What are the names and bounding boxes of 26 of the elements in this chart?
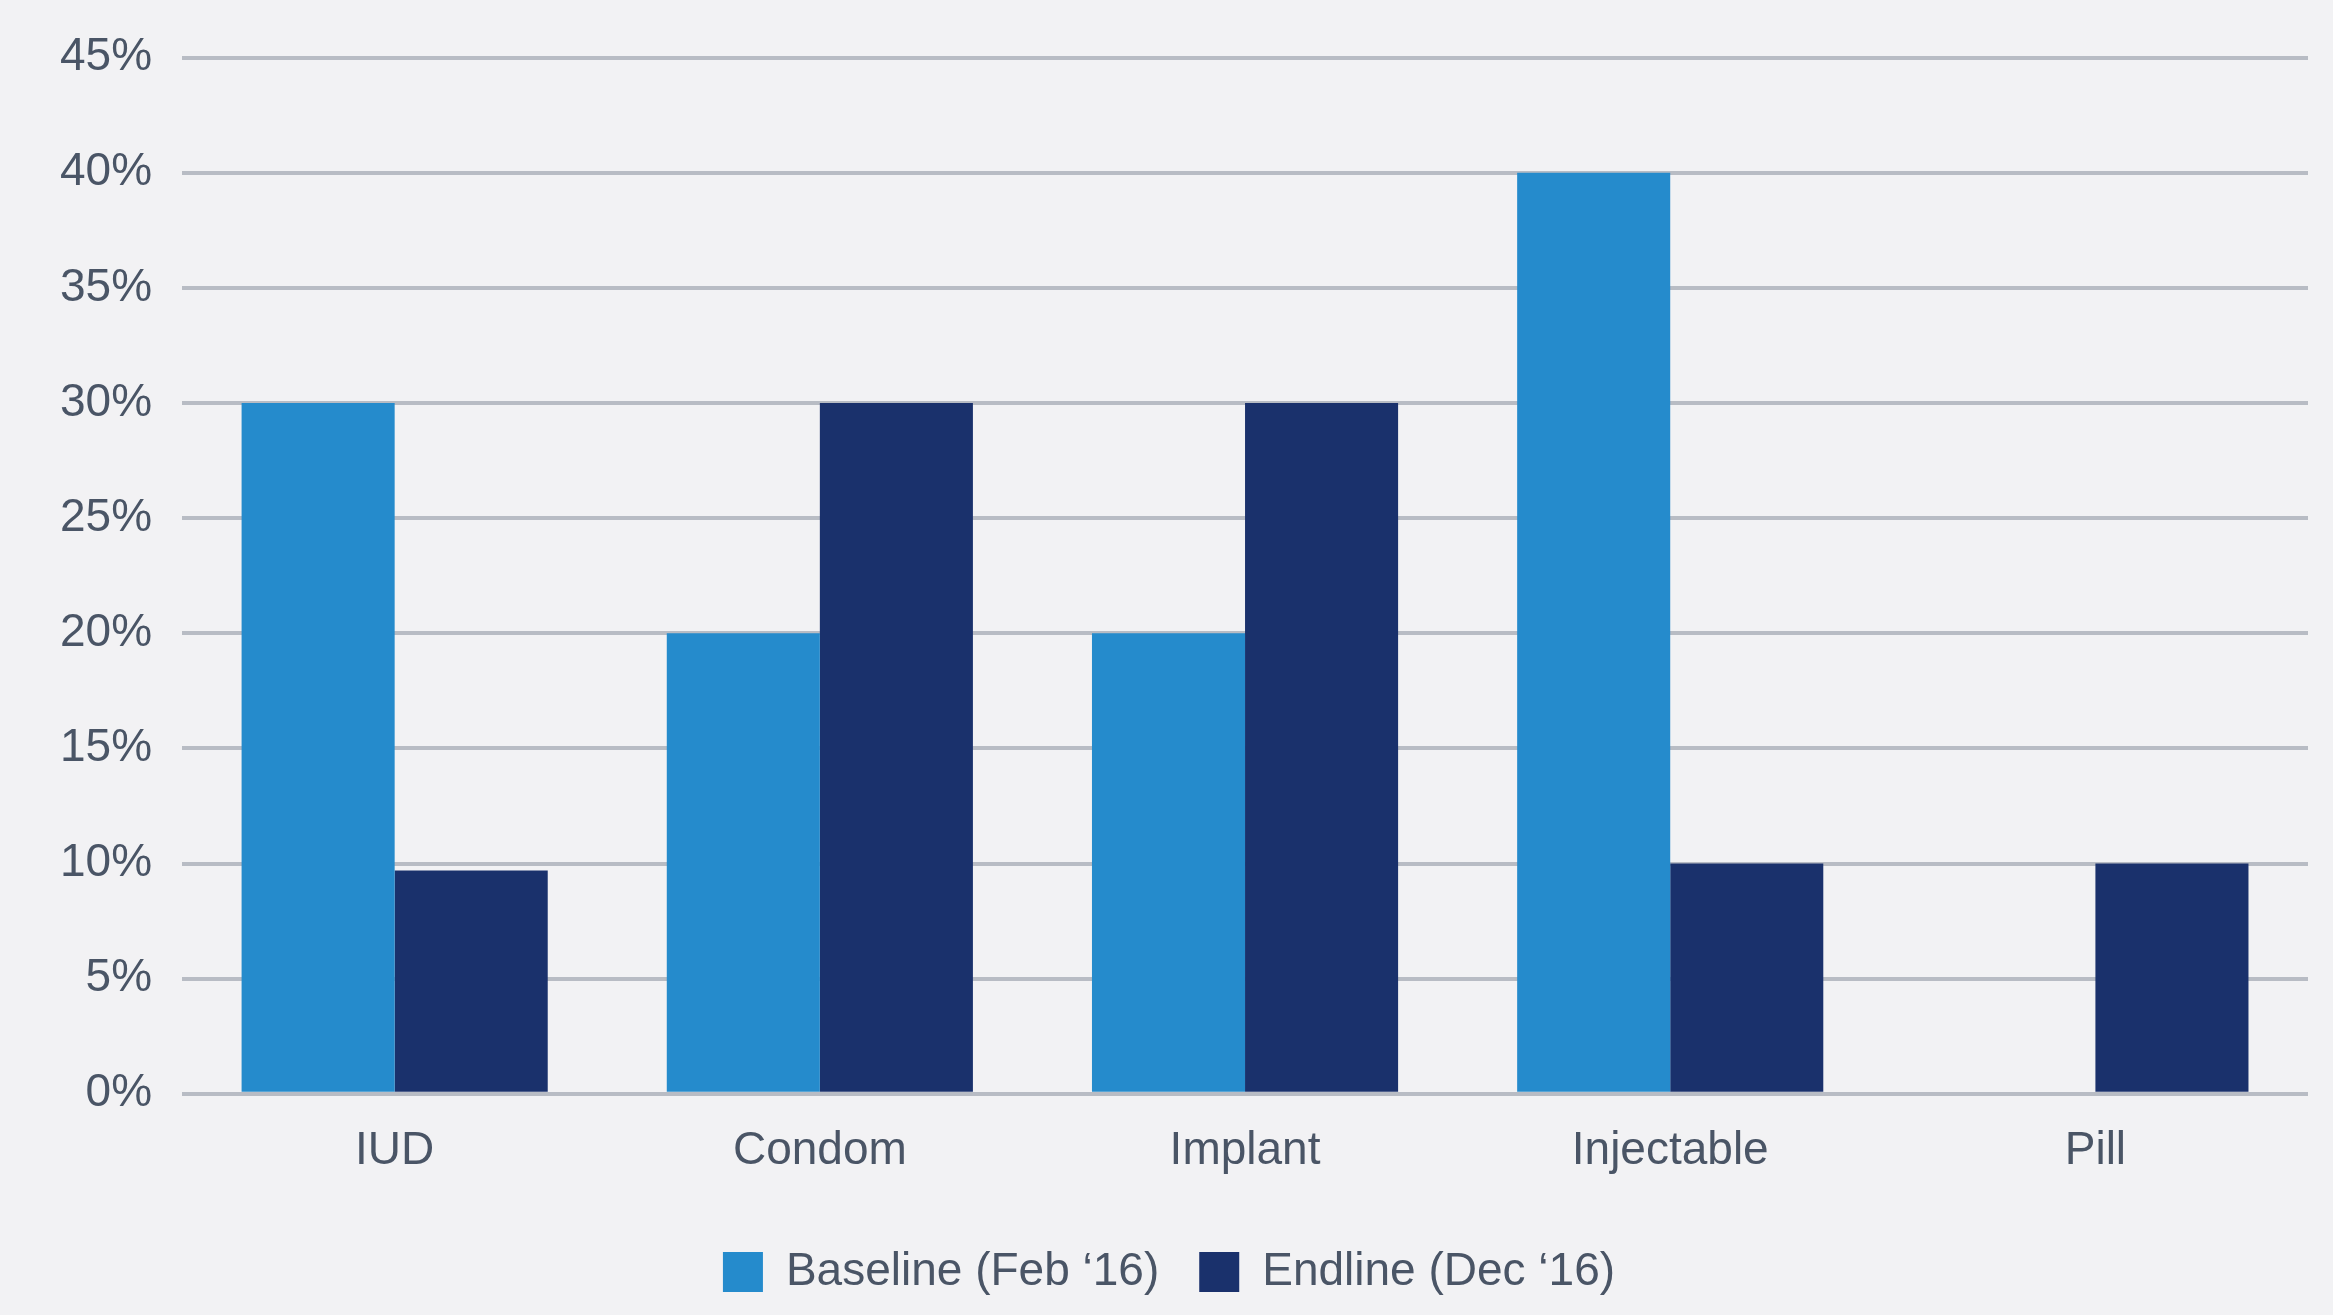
x-tick-label: Pill [2064, 1122, 2127, 1175]
y-tick-label: 45% [59, 28, 153, 81]
bar [241, 403, 395, 1092]
x-tick-label: Injectable [1571, 1122, 1769, 1175]
legend-label: Baseline (Feb ‘16) [785, 1242, 1160, 1295]
y-tick-label: 20% [59, 603, 153, 656]
bar [819, 403, 973, 1092]
bar [1245, 403, 1399, 1092]
bar [1091, 633, 1246, 1092]
bar [1670, 863, 1824, 1092]
y-tick-label: 15% [59, 719, 153, 772]
bar [1517, 172, 1671, 1092]
x-tick-label: Condom [732, 1122, 907, 1175]
bar [2095, 863, 2249, 1092]
y-tick-label: 5% [85, 949, 153, 1002]
y-tick-label: 30% [59, 373, 153, 426]
x-tick-label: IUD [355, 1122, 435, 1175]
x-tick-label: Implant [1169, 1122, 1321, 1175]
y-tick-label: 25% [59, 488, 153, 541]
y-tick-label: 35% [59, 258, 153, 311]
y-tick-label: 10% [59, 834, 153, 887]
y-tick-label: 0% [85, 1064, 153, 1117]
bar [666, 633, 820, 1092]
y-tick-label: 40% [59, 143, 153, 196]
legend-label: Endline (Dec ‘16) [1262, 1242, 1616, 1295]
bar [394, 870, 548, 1092]
